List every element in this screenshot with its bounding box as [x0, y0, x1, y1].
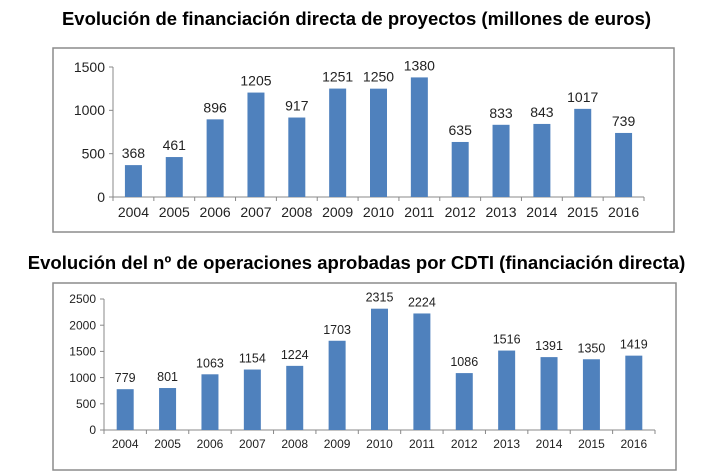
chart-2-x-tick-label: 2004: [112, 437, 139, 451]
chart-1-x-tick-label: 2013: [485, 204, 516, 220]
chart-2-bar: [625, 355, 643, 430]
chart-2-bar: [498, 350, 516, 430]
chart-2-bar: [286, 365, 304, 430]
chart-2-x-tick-label: 2015: [578, 437, 605, 451]
chart-2-bar: [455, 373, 473, 430]
chart-1-bar: [451, 141, 469, 197]
chart-1-y-tick-label: 500: [82, 146, 106, 162]
chart-1-x-tick-label: 2006: [200, 204, 231, 220]
chart-1-bar: [124, 165, 142, 197]
chart-2-bar: [540, 357, 558, 430]
chart-1-bar: [533, 123, 551, 197]
chart-1-bar: [410, 77, 428, 197]
chart-1-bar: [206, 119, 224, 197]
chart-2-x-tick-label: 2016: [620, 437, 647, 451]
chart-1-frame: [52, 47, 675, 233]
chart-1-data-label: 461: [163, 137, 187, 153]
chart-2-bar: [371, 308, 388, 430]
chart-1-bar: [615, 132, 633, 197]
chart-2-y-tick-label: 2000: [69, 318, 96, 332]
chart-2-x-tick-label: 2013: [493, 437, 520, 451]
chart-1-data-label: 1017: [567, 89, 598, 105]
chart-2-y-tick-label: 0: [89, 423, 96, 437]
chart-1-y-tick-label: 1000: [74, 102, 105, 118]
chart-1-bar: [288, 117, 306, 197]
chart-2-x-tick-label: 2009: [324, 437, 351, 451]
chart-1-x-tick-label: 2010: [363, 204, 394, 220]
chart-1-data-label: 1205: [240, 73, 271, 89]
chart-1: 0 500 1000 1500 368 2004 461 2005 896 2006 1205 200…: [52, 47, 675, 233]
chart-2-x-tick-label: 2014: [536, 437, 563, 451]
chart-2-x-tick-label: 2011: [409, 437, 435, 451]
chart-2-x-tick-label: 2010: [366, 437, 393, 451]
chart-2-frame: [52, 282, 677, 471]
chart-2-y-tick-label: 2500: [69, 292, 96, 306]
chart-2-data-label: 1224: [281, 348, 309, 362]
chart-1-data-label: 1250: [363, 69, 394, 85]
chart-2-data-label: 801: [157, 370, 178, 384]
chart-2-data-label: 2315: [366, 291, 394, 305]
chart-1-data-label: 833: [489, 105, 513, 121]
chart-1-bar: [165, 157, 183, 197]
chart-2-data-label: 1703: [323, 323, 351, 337]
chart-1-data-label: 1380: [404, 57, 435, 73]
chart-2-data-label: 1086: [450, 355, 478, 369]
chart-2-data-label: 1516: [493, 333, 521, 347]
chart-2-bar: [201, 374, 219, 430]
chart-2-x-tick-label: 2006: [197, 437, 224, 451]
chart-1-data-label: 635: [449, 122, 473, 138]
chart-2-data-label: 779: [115, 371, 136, 385]
chart-2-bar: [243, 369, 261, 430]
chart-2-data-label: 1419: [620, 338, 648, 352]
chart-2-bar: [328, 340, 346, 430]
chart-1-y-tick-label: 0: [97, 189, 105, 205]
chart-1-x-tick-label: 2012: [445, 204, 476, 220]
chart-2-data-label: 1391: [535, 339, 563, 353]
chart-1-data-label: 1251: [322, 69, 353, 85]
chart-1-x-tick-label: 2011: [404, 204, 434, 220]
chart-2-bar: [582, 359, 600, 430]
chart-2-x-tick-label: 2005: [154, 437, 181, 451]
chart-2-bar: [116, 389, 134, 430]
chart-1-data-label: 739: [612, 113, 636, 129]
chart-2-x-tick-label: 2012: [451, 437, 478, 451]
chart-1-bar: [370, 88, 387, 197]
chart-1-data-label: 368: [122, 145, 146, 161]
chart-1-data-label: 843: [530, 104, 554, 120]
chart-1-bar: [247, 92, 265, 197]
chart-1-x-tick-label: 2015: [567, 204, 598, 220]
chart-2-y-tick-label: 1000: [69, 371, 96, 385]
chart-1-bar: [492, 124, 510, 197]
chart-2-data-label: 1350: [578, 341, 606, 355]
chart-1-title: Evolución de financiación directa de pro…: [61, 8, 652, 29]
chart-1-x-tick-label: 2004: [118, 204, 149, 220]
chart-1-data-label: 896: [203, 99, 227, 115]
chart-1-bar: [329, 88, 347, 197]
chart-1-x-tick-label: 2009: [322, 204, 353, 220]
chart-1-x-tick-label: 2016: [608, 204, 639, 220]
chart-2-x-tick-label: 2008: [281, 437, 308, 451]
chart-1-x-tick-label: 2005: [159, 204, 190, 220]
chart-2-bar: [159, 388, 177, 430]
chart-2-y-tick-label: 1500: [69, 345, 96, 359]
chart-2: 0 500 1000 1500 2000 2500 779 2004 801 2005 1063 20…: [52, 282, 677, 471]
chart-1-bar: [574, 108, 592, 197]
chart-2-data-label: 2224: [408, 295, 436, 309]
chart-2-data-label: 1063: [196, 356, 224, 370]
chart-2-x-tick-label: 2007: [239, 437, 266, 451]
chart-1-x-tick-label: 2007: [240, 204, 271, 220]
chart-1-x-tick-label: 2014: [526, 204, 557, 220]
chart-2-title: Evolución del nº de operaciones aprobada…: [27, 252, 686, 273]
chart-1-y-tick-label: 1500: [74, 59, 105, 75]
chart-1-data-label: 917: [285, 98, 309, 114]
chart-2-bar: [413, 313, 431, 430]
chart-2-y-tick-label: 500: [76, 397, 96, 411]
chart-1-x-tick-label: 2008: [281, 204, 312, 220]
chart-2-data-label: 1154: [239, 352, 266, 366]
